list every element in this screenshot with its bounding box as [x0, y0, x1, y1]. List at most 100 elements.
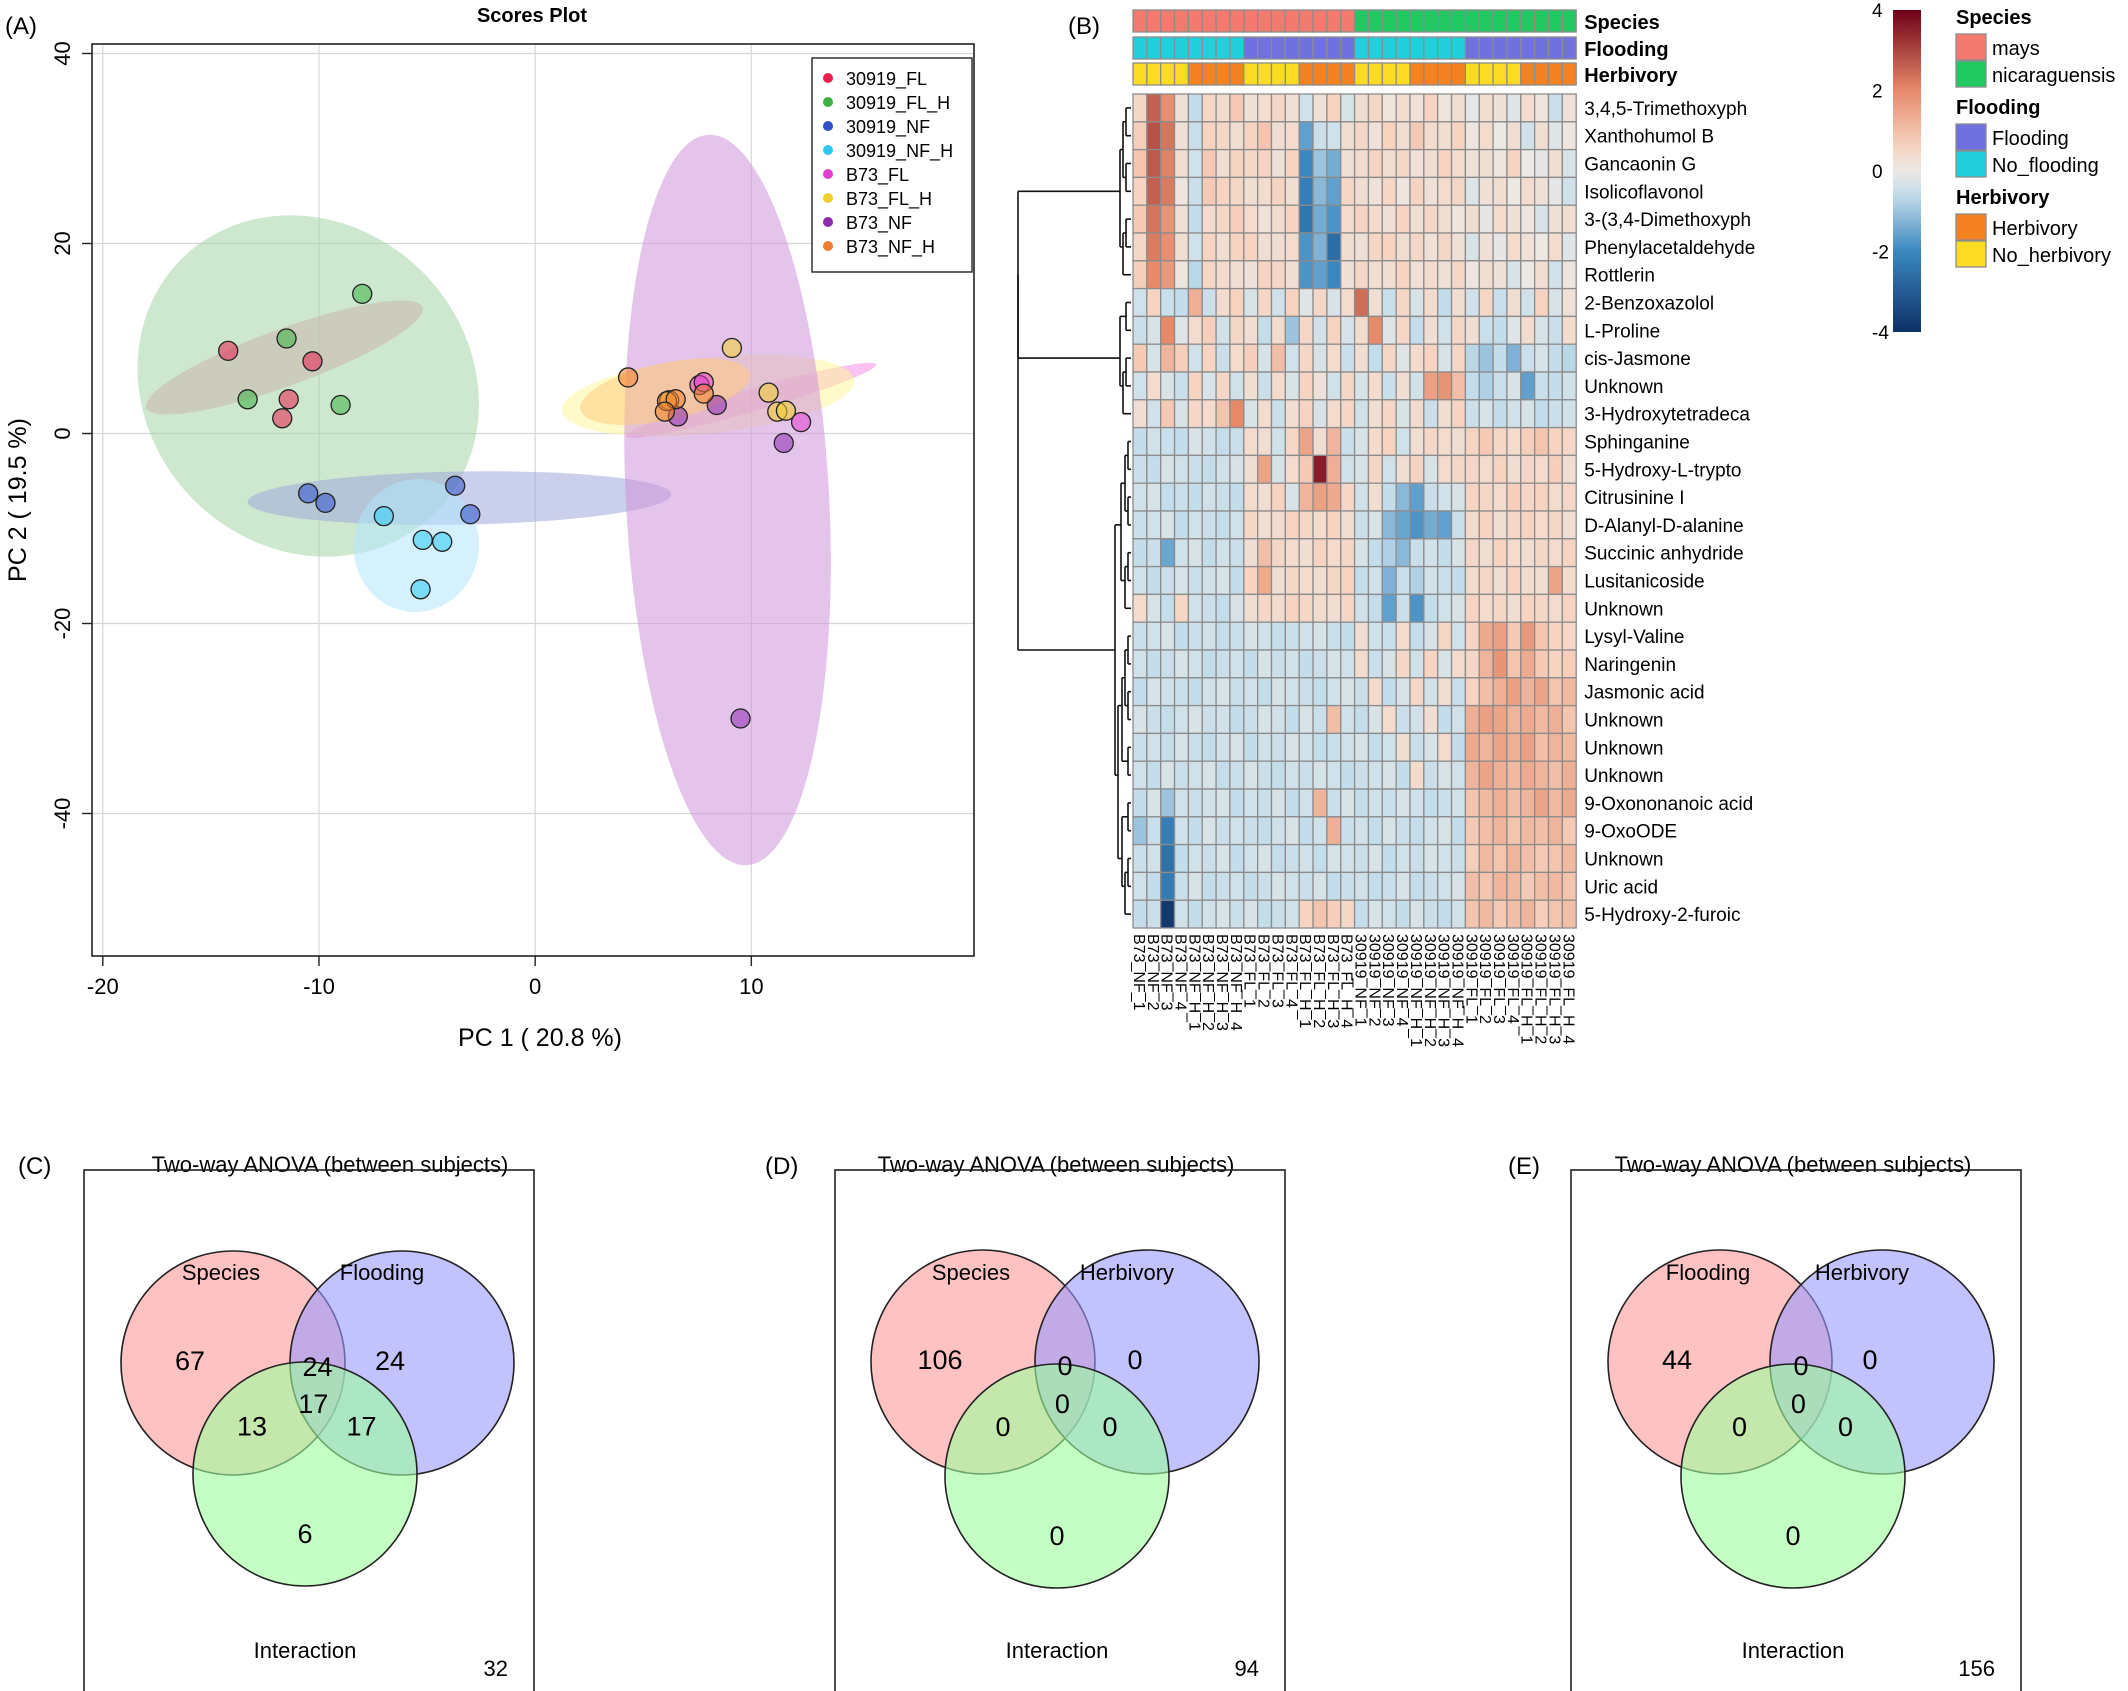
heatmap-cell	[1270, 816, 1287, 846]
heatmap-cell	[1450, 121, 1467, 151]
heatmap-cell	[1146, 565, 1162, 596]
heatmap-cell	[1312, 426, 1328, 457]
set-label: Flooding	[1666, 1260, 1750, 1285]
heatmap-cell	[1367, 760, 1383, 790]
heatmap-cell	[1437, 760, 1453, 790]
heatmap-cell	[1257, 426, 1273, 457]
column-label: 30919_FL_H_4	[1559, 934, 1576, 1044]
heatmap-cell	[1312, 343, 1328, 373]
heatmap-cell	[1492, 732, 1508, 762]
heatmap-cell	[1132, 871, 1148, 901]
heatmap-cell	[1160, 788, 1176, 818]
y-axis-label: PC 2 ( 19.5 %)	[4, 418, 32, 582]
heatmap-cell	[1284, 176, 1300, 206]
heatmap-cell	[1520, 538, 1536, 568]
heatmap-cell	[1146, 426, 1162, 457]
heatmap-cell	[1160, 593, 1176, 623]
heatmap-cell	[1229, 816, 1245, 846]
venn-count-ac: 13	[237, 1412, 267, 1442]
heatmap-cell	[1478, 788, 1494, 818]
heatmap-cell	[1437, 871, 1453, 901]
annotation-cell	[1298, 9, 1314, 33]
heatmap-cell	[1367, 232, 1383, 262]
x-tick-label: 0	[529, 974, 541, 999]
heatmap-cell	[1478, 232, 1494, 262]
legend-item: No_flooding	[1992, 155, 2099, 177]
heatmap-cell	[1215, 176, 1231, 206]
colorbar-bar	[1893, 10, 1921, 332]
heatmap-cell	[1229, 732, 1245, 762]
heatmap-cell	[1353, 621, 1370, 651]
heatmap-cell	[1409, 899, 1425, 929]
heatmap-cell	[1409, 871, 1425, 901]
heatmap-cell	[1284, 871, 1300, 901]
heatmap-cell	[1423, 677, 1439, 707]
heatmap-cells	[1132, 93, 1577, 929]
heatmap-cell	[1270, 899, 1287, 929]
heatmap-cell	[1506, 732, 1522, 762]
heatmap-cell	[1312, 816, 1328, 846]
heatmap-cell	[1215, 843, 1231, 874]
heatmap-cell	[1353, 732, 1370, 762]
heatmap-cell	[1423, 287, 1439, 318]
heatmap-cell	[1326, 538, 1342, 568]
heatmap-cell	[1201, 565, 1217, 596]
heatmap-cell	[1187, 677, 1203, 707]
heatmap-cell	[1284, 816, 1300, 846]
annotation-cell	[1534, 36, 1550, 60]
heatmap-cell	[1298, 677, 1314, 707]
heatmap-cell	[1492, 232, 1508, 262]
heatmap-cell	[1492, 704, 1508, 735]
heatmap-cell	[1478, 871, 1494, 901]
annotation-cell	[1312, 62, 1328, 86]
heatmap-cell	[1132, 287, 1148, 318]
annotation-cell	[1547, 62, 1564, 86]
annotation-label: Herbivory	[1584, 65, 1678, 87]
heatmap-cell	[1215, 538, 1231, 568]
heatmap-cell	[1423, 260, 1439, 290]
heatmap-cell	[1520, 593, 1536, 623]
heatmap-cell	[1561, 843, 1577, 874]
heatmap-cell	[1229, 871, 1245, 901]
heatmap-cell	[1215, 121, 1231, 151]
heatmap-cell	[1534, 204, 1550, 234]
heatmap-cell	[1173, 704, 1190, 735]
heatmap-cell	[1187, 343, 1203, 373]
colorbar-tick-label: 4	[1872, 1, 1883, 22]
heatmap-cell	[1492, 621, 1508, 651]
heatmap-cell	[1215, 788, 1231, 818]
heatmap-cell	[1437, 454, 1453, 484]
heatmap-cell	[1132, 399, 1148, 429]
legend-label: 30919_NF_H	[846, 141, 953, 162]
heatmap-cell	[1187, 565, 1203, 596]
heatmap-cell	[1353, 538, 1370, 568]
venn-circle-interaction	[1680, 1363, 1906, 1589]
heatmap-cell	[1561, 176, 1577, 206]
heatmap-cell	[1409, 677, 1425, 707]
heatmap-cell	[1284, 565, 1300, 596]
annotation-cell	[1561, 36, 1577, 60]
annotation-cell	[1547, 9, 1564, 33]
heatmap-cell	[1173, 121, 1190, 151]
heatmap-cell	[1353, 565, 1370, 596]
heatmap-cell	[1229, 538, 1245, 568]
heatmap-cell	[1409, 760, 1425, 790]
heatmap-cell	[1506, 899, 1522, 929]
column-label: 30919_NF_2	[1365, 934, 1382, 1027]
venn-count-bc: 0	[1838, 1412, 1853, 1442]
row-label: Unknown	[1584, 766, 1663, 787]
heatmap-cell	[1160, 343, 1176, 373]
heatmap-cell	[1423, 565, 1439, 596]
heatmap-cell	[1326, 260, 1342, 290]
heatmap-cell	[1243, 871, 1259, 901]
heatmap-cell	[1437, 93, 1453, 123]
annotation-cell	[1450, 9, 1467, 33]
annotation-cell	[1173, 62, 1190, 86]
heatmap-cell	[1298, 454, 1314, 484]
heatmap-cell	[1298, 899, 1314, 929]
heatmap-cell	[1450, 287, 1467, 318]
heatmap-cell	[1423, 343, 1439, 373]
heatmap-cell	[1146, 93, 1162, 123]
row-label: Unknown	[1584, 850, 1663, 871]
heatmap-cell	[1201, 371, 1217, 401]
